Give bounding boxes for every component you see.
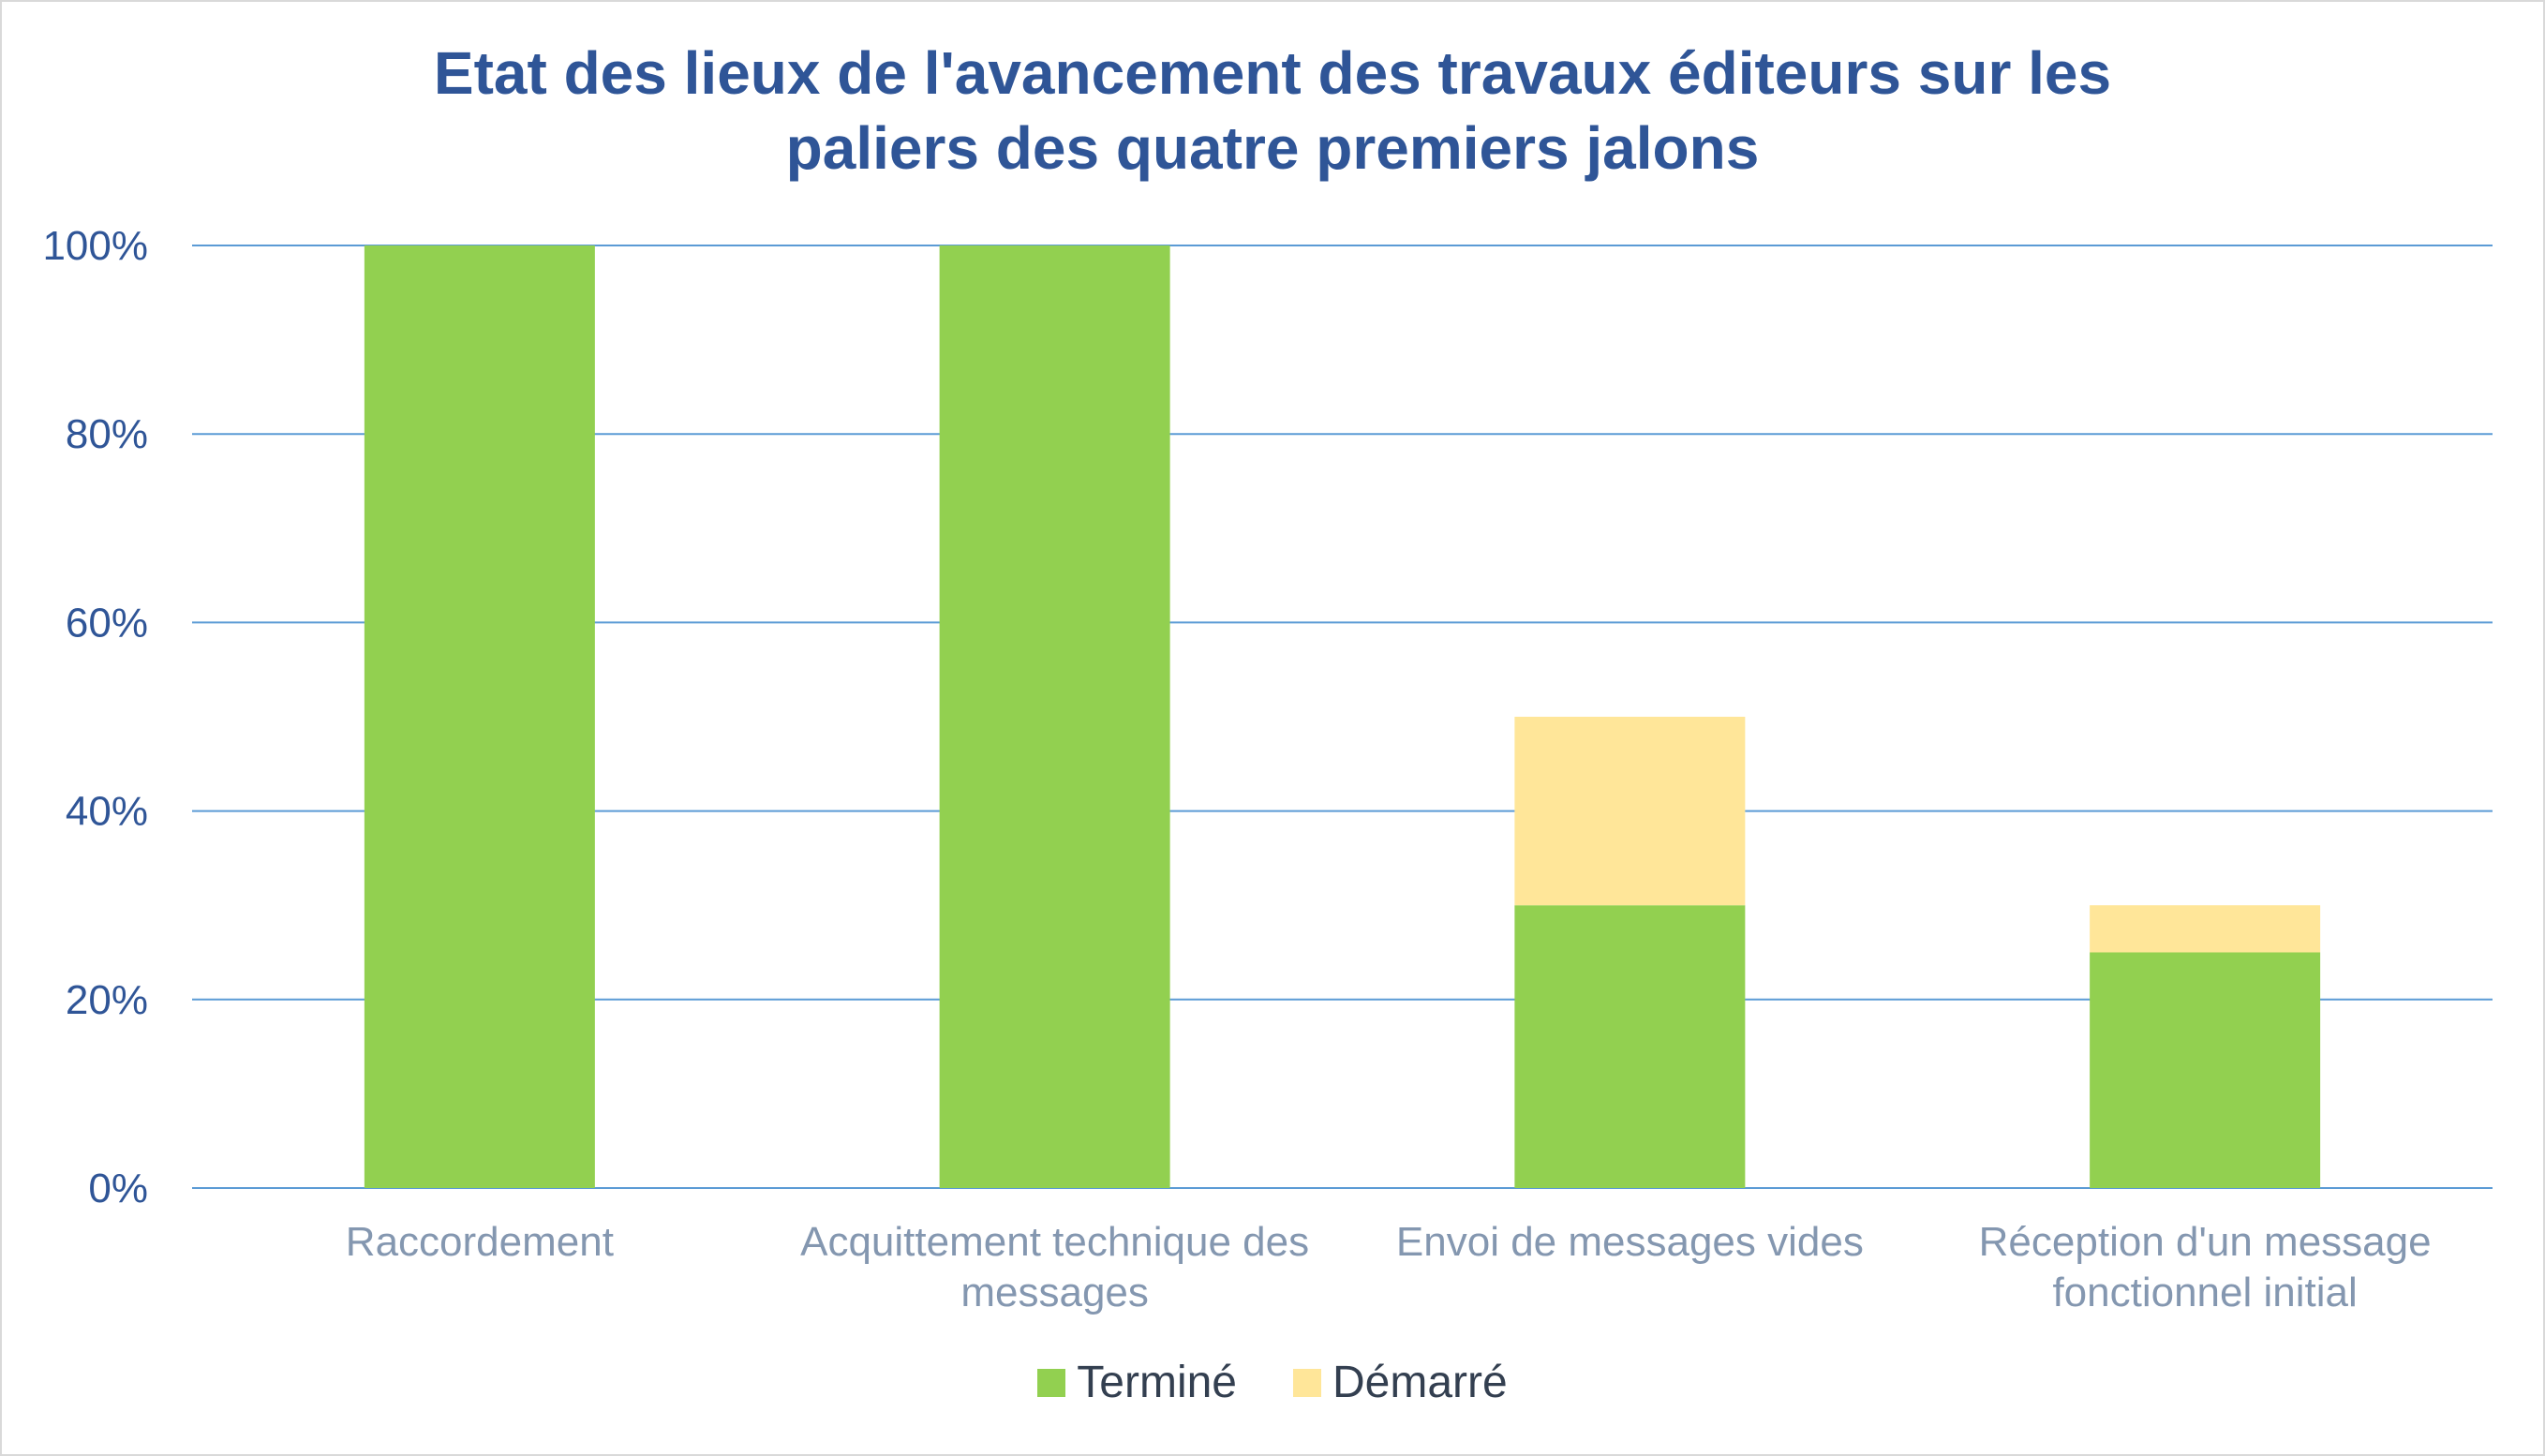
bar-segment <box>364 245 595 1188</box>
bar-segment <box>2090 952 2321 1188</box>
y-tick-label: 100% <box>42 223 148 269</box>
y-tick-label: 40% <box>66 789 148 835</box>
y-axis-ticks: 0% 20% 40% 60% 80% 100% <box>42 223 148 1211</box>
x-tick-label-line: Raccordement <box>346 1219 614 1265</box>
bar-segment <box>939 245 1170 1188</box>
chart-title-line-2: paliers des quatre premiers jalons <box>785 114 1760 182</box>
bar-segment <box>1514 717 1746 906</box>
x-tick-label-line: Envoi de messages vides <box>1396 1219 1864 1265</box>
legend: Terminé Démarré <box>0 1357 2545 1408</box>
x-tick-label: Réception d'un message fonctionnel initia… <box>1979 1219 2432 1315</box>
x-tick-label: Acquittement technique des messages <box>800 1219 1309 1315</box>
chart-title: Etat des lieux de l'avancement des trava… <box>0 36 2545 186</box>
bar-segment <box>1514 905 1746 1188</box>
y-tick-label: 20% <box>66 977 148 1023</box>
x-tick-label-line: Réception d'un message <box>1979 1219 2432 1265</box>
y-tick-label: 60% <box>66 600 148 646</box>
x-axis-ticks: Raccordement Acquittement technique des me… <box>346 1219 2432 1315</box>
y-tick-label: 0% <box>88 1166 148 1211</box>
legend-item-demarre: Démarré <box>1293 1357 1508 1408</box>
x-tick-label-line: Acquittement technique des <box>800 1219 1309 1265</box>
bars <box>364 245 2321 1188</box>
y-tick-label: 80% <box>66 411 148 457</box>
x-tick-label-line: fonctionnel initial <box>2052 1270 2357 1315</box>
bar-segment <box>2090 905 2321 953</box>
legend-swatch-termine <box>1037 1368 1066 1397</box>
legend-item-termine: Terminé <box>1037 1357 1237 1408</box>
legend-label-demarre: Démarré <box>1332 1358 1508 1407</box>
x-tick-label: Envoi de messages vides <box>1396 1219 1864 1265</box>
chart-title-line-1: Etat des lieux de l'avancement des trava… <box>433 39 2112 107</box>
x-tick-label: Raccordement <box>346 1219 614 1265</box>
x-tick-label-line: messages <box>960 1270 1149 1315</box>
legend-label-termine: Terminé <box>1077 1358 1237 1407</box>
legend-swatch-demarre <box>1293 1368 1321 1397</box>
